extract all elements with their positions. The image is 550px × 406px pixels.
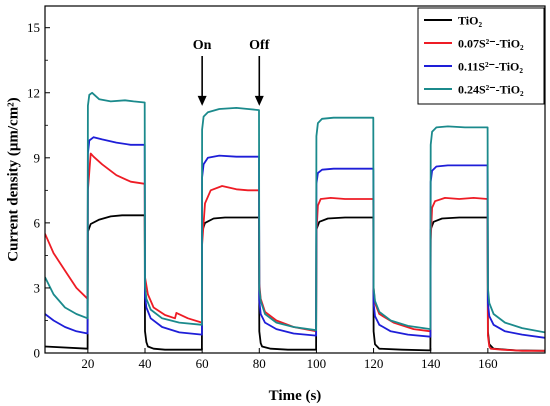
y-tick-label-0: 0 [34, 346, 41, 361]
legend-label-3: 0.11S²⁻-TiO₂ [458, 60, 523, 74]
annotation-layer: On Off [193, 38, 270, 106]
y-tick-label-15: 15 [27, 20, 40, 35]
annotation-arrowhead-2 [254, 95, 264, 106]
x-tick-label-140: 140 [421, 356, 441, 371]
legend-label-4: 0.24S²⁻-TiO₂ [458, 83, 524, 97]
x-tick-label-20: 20 [81, 356, 94, 371]
series-line-1 [45, 214, 545, 352]
series-line-3 [45, 136, 545, 339]
y-tick-label-6: 6 [34, 215, 41, 230]
annotation-arrowhead-1 [197, 95, 207, 106]
x-tick-label-120: 120 [364, 356, 384, 371]
y-tick-label-9: 9 [34, 150, 41, 165]
legend-label-2: 0.07S²⁻-TiO₂ [458, 37, 524, 51]
annotation-label-1: On [193, 38, 212, 53]
y-tick-label-3: 3 [34, 280, 41, 295]
series-layer [45, 91, 545, 352]
x-tick-label-60: 60 [196, 356, 209, 371]
series-line-4 [45, 91, 545, 334]
series-line-2 [45, 152, 545, 352]
axis-layer: 20 40 60 80 100 120 140 160 0 3 6 9 12 15 [27, 20, 498, 371]
x-tick-label-160: 160 [478, 356, 498, 371]
x-axis-title: Time (s) [269, 388, 322, 404]
y-axis-title: Current density (μm/cm²) [5, 97, 21, 261]
y-tick-label-12: 12 [27, 85, 40, 100]
x-tick-label-100: 100 [307, 356, 327, 371]
x-tick-label-80: 80 [253, 356, 266, 371]
plot-frame [44, 5, 546, 354]
legend-label-1: TiO₂ [458, 14, 482, 28]
annotation-label-2: Off [249, 38, 270, 53]
x-tick-label-40: 40 [139, 356, 152, 371]
legend: TiO₂ 0.07S²⁻-TiO₂ 0.11S²⁻-TiO₂ 0.24S²⁻-TiO₂ [417, 7, 545, 105]
